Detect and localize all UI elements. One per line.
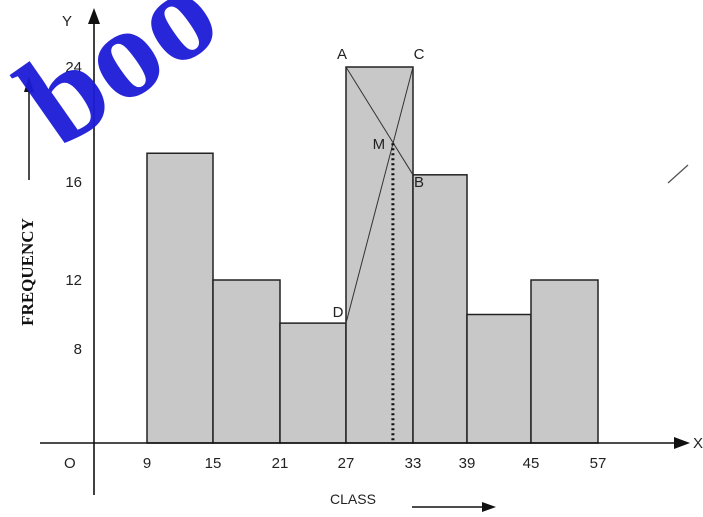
bar-15-21 [212,279,281,444]
mode-construction [345,66,414,441]
line-a-b [345,66,414,176]
line-d-c [345,66,414,324]
x-tick-15: 15 [205,455,222,472]
point-label-d: D [333,304,344,321]
x-tick-39: 39 [459,455,476,472]
y-tick-12: 12 [65,272,82,289]
point-label-a: A [337,46,347,63]
y-tick-labels: 8 12 16 24 [65,59,82,358]
x-tick-labels: 9 15 21 27 33 39 45 57 [143,455,607,472]
watermark: boo [0,0,242,174]
point-label-c: C [414,46,425,63]
bar-33-39 [412,174,468,444]
x-tick-9: 9 [143,455,151,472]
point-label-m: M [373,136,386,153]
y-axis-label: FREQUENCY [18,218,37,326]
x-tick-57: 57 [590,455,607,472]
x-axis-name: X [693,435,703,452]
stray-mark [667,164,689,184]
origin-label: O [64,455,76,472]
bar-21-27 [279,322,347,444]
x-axis-label: CLASS [330,491,376,507]
y-label-arrow-head [24,76,34,92]
x-label-arrow-head [482,502,496,512]
y-axis-name: Y [62,13,72,30]
bar-9-15 [146,152,214,444]
x-axis-arrow [674,437,690,449]
y-axis-arrow [88,8,100,24]
x-tick-21: 21 [272,455,289,472]
bar-39-45 [466,313,532,444]
x-tick-45: 45 [523,455,540,472]
point-labels: A C D B M [333,46,425,321]
y-tick-8: 8 [74,341,82,358]
histogram-bars [146,66,599,444]
x-tick-27: 27 [338,455,355,472]
point-label-b: B [414,174,424,191]
x-tick-33: 33 [405,455,422,472]
bar-45-57 [530,279,599,444]
y-tick-16: 16 [65,174,82,191]
y-tick-24: 24 [65,59,82,76]
bar-27-33 [345,66,414,444]
